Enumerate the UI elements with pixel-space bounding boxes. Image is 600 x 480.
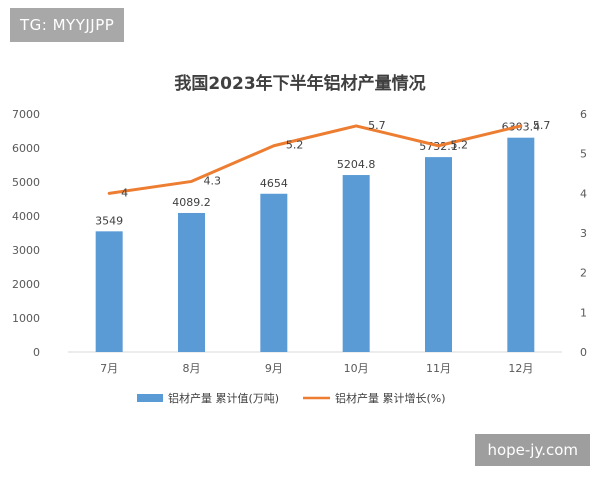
bar <box>342 175 370 352</box>
y-left-tick-label: 3000 <box>12 244 40 257</box>
bar <box>95 231 123 352</box>
x-tick-label: 9月 <box>265 362 283 375</box>
line-path <box>107 124 523 195</box>
y-right-tick-label: 1 <box>580 306 587 319</box>
x-tick-label: 12月 <box>508 362 533 375</box>
bar-data-label: 4089.2 <box>172 196 211 209</box>
y-right-tick-label: 4 <box>580 187 587 200</box>
bar-data-label: 5204.8 <box>337 158 376 171</box>
bar <box>178 212 205 352</box>
y-right-tick-label: 0 <box>580 346 587 359</box>
line-data-label: 5.2 <box>286 139 304 152</box>
line-data-label: 5.2 <box>451 139 469 152</box>
legend-swatch-bar <box>137 394 163 402</box>
y-left-tick-label: 1000 <box>12 312 40 325</box>
bar <box>507 137 535 352</box>
legend: 铝材产量 累计值(万吨) 铝材产量 累计增长(%) <box>137 391 446 405</box>
watermark-bottom: hope-jy.com <box>475 434 590 466</box>
line-data-label: 4 <box>121 186 128 199</box>
y-left-tick-label: 2000 <box>12 278 40 291</box>
y-right-tick-label: 2 <box>580 267 587 280</box>
bar <box>260 193 288 352</box>
y-left-tick-label: 4000 <box>12 210 40 223</box>
line-data-label: 5.7 <box>368 119 386 132</box>
line-data-label: 4.3 <box>204 174 222 187</box>
x-tick-label: 11月 <box>426 362 451 375</box>
y-left-tick-label: 6000 <box>12 142 40 155</box>
y-axis-left: 0 1000 2000 3000 4000 5000 6000 7000 <box>12 108 40 359</box>
watermark-top: TG: MYYJJPP <box>10 8 125 42</box>
legend-label-line: 铝材产量 累计增长(%) <box>335 391 446 405</box>
chart-title: 我国2023年下半年铝材产量情况 <box>174 73 425 94</box>
line-data-label: 5.7 <box>533 119 551 132</box>
y-right-tick-label: 6 <box>580 108 587 121</box>
legend-label-bar: 铝材产量 累计值(万吨) <box>168 391 279 405</box>
line-series: 4 4.3 5.2 5.7 5.2 5.7 <box>107 119 551 199</box>
x-axis: 7月 8月 9月 10月 11月 12月 <box>100 362 533 375</box>
x-tick-label: 7月 <box>100 362 118 375</box>
y-left-tick-label: 0 <box>33 346 40 359</box>
x-tick-label: 8月 <box>183 362 201 375</box>
y-left-tick-label: 7000 <box>12 108 40 121</box>
bar <box>425 157 452 352</box>
bar-data-label: 3549 <box>95 214 123 227</box>
y-right-tick-label: 5 <box>580 148 587 161</box>
x-tick-label: 10月 <box>344 362 369 375</box>
y-right-tick-label: 3 <box>580 227 587 240</box>
y-left-tick-label: 5000 <box>12 176 40 189</box>
y-axis-right: 0 1 2 3 4 5 6 <box>580 108 587 359</box>
bar-data-label: 4654 <box>260 177 288 190</box>
